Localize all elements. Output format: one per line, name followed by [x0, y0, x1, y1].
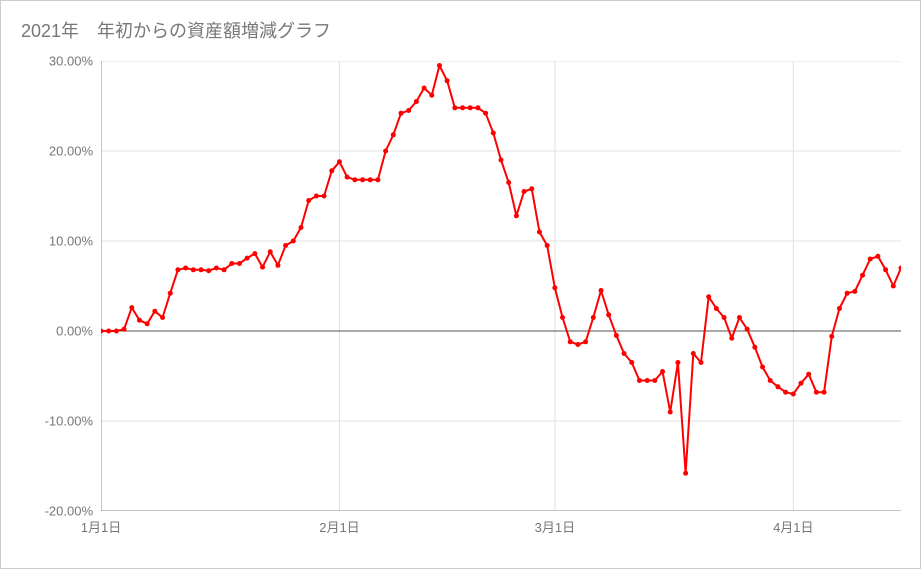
- chart-container: 2021年 年初からの資産額増減グラフ -20.00% -10.00% 0.00% 1…: [0, 0, 921, 569]
- y-tick-label: -10.00%: [1, 414, 93, 429]
- line-chart-svg: [101, 61, 901, 511]
- y-tick-label: -20.00%: [1, 504, 93, 519]
- y-tick-label: 0.00%: [1, 324, 93, 339]
- y-tick-label: 30.00%: [1, 54, 93, 69]
- y-tick-label: 20.00%: [1, 144, 93, 159]
- x-tick-label: 1月1日: [81, 517, 121, 536]
- chart-area: [101, 61, 901, 511]
- y-tick-label: 10.00%: [1, 234, 93, 249]
- x-tick-label: 3月1日: [535, 517, 575, 536]
- x-tick-label: 4月1日: [773, 517, 813, 536]
- x-tick-label: 2月1日: [319, 517, 359, 536]
- chart-title: 2021年 年初からの資産額増減グラフ: [21, 17, 331, 43]
